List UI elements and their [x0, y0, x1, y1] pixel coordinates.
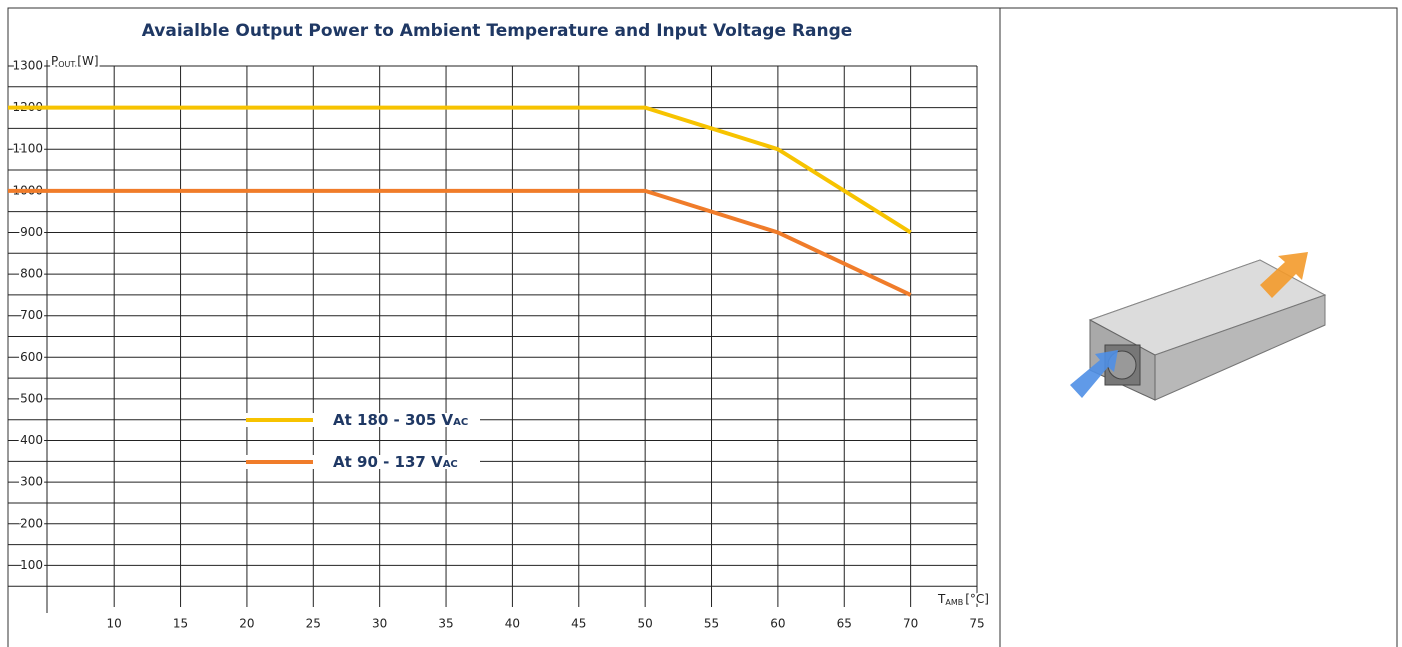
x-tick-label: 60 — [770, 617, 785, 631]
y-tick-label: 700 — [20, 308, 43, 322]
y-tick-label: 600 — [20, 350, 43, 364]
chart-title: Avaialble Output Power to Ambient Temper… — [142, 21, 853, 41]
y-tick-label: 200 — [20, 516, 43, 530]
x-tick-label: 15 — [173, 617, 188, 631]
x-tick-label: 20 — [239, 617, 254, 631]
y-tick-label: 1100 — [12, 142, 43, 156]
x-tick-label: 50 — [638, 617, 653, 631]
x-tick-label: 25 — [306, 617, 321, 631]
y-tick-label: 100 — [20, 558, 43, 572]
legend-name: At 90 - 137 V — [333, 453, 443, 471]
y-axis-label-unit: [W] — [77, 54, 98, 68]
x-axis-label-sub: AMB — [945, 598, 963, 607]
page: Avaialble Output Power to Ambient Temper… — [0, 0, 1402, 647]
y-tick-label: 300 — [20, 475, 43, 489]
y-axis-label-sub: OUT — [58, 60, 75, 69]
x-tick-label: 45 — [571, 617, 586, 631]
legend-sub: AC — [453, 417, 468, 428]
y-tick-label: 400 — [20, 433, 43, 447]
y-tick-label: 1300 — [12, 59, 43, 73]
legend-label: At 90 - 137 VAC — [333, 453, 458, 471]
x-axis-label-unit: [°C] — [965, 592, 989, 606]
y-tick-label: 500 — [20, 391, 43, 405]
x-tick-label: 35 — [438, 617, 453, 631]
x-tick-label: 55 — [704, 617, 719, 631]
legend-name: At 180 - 305 V — [333, 411, 454, 429]
x-tick-label: 75 — [969, 617, 984, 631]
x-tick-label: 10 — [107, 617, 122, 631]
x-tick-label: 40 — [505, 617, 520, 631]
x-tick-label: 30 — [372, 617, 387, 631]
x-tick-label: 65 — [837, 617, 852, 631]
y-axis-label-main: P — [51, 54, 58, 68]
y-tick-label: 900 — [20, 225, 43, 239]
legend-label: At 180 - 305 VAC — [333, 411, 468, 429]
y-tick-label: 800 — [20, 267, 43, 281]
legend-sub: AC — [443, 459, 458, 470]
x-tick-label: 70 — [903, 617, 918, 631]
